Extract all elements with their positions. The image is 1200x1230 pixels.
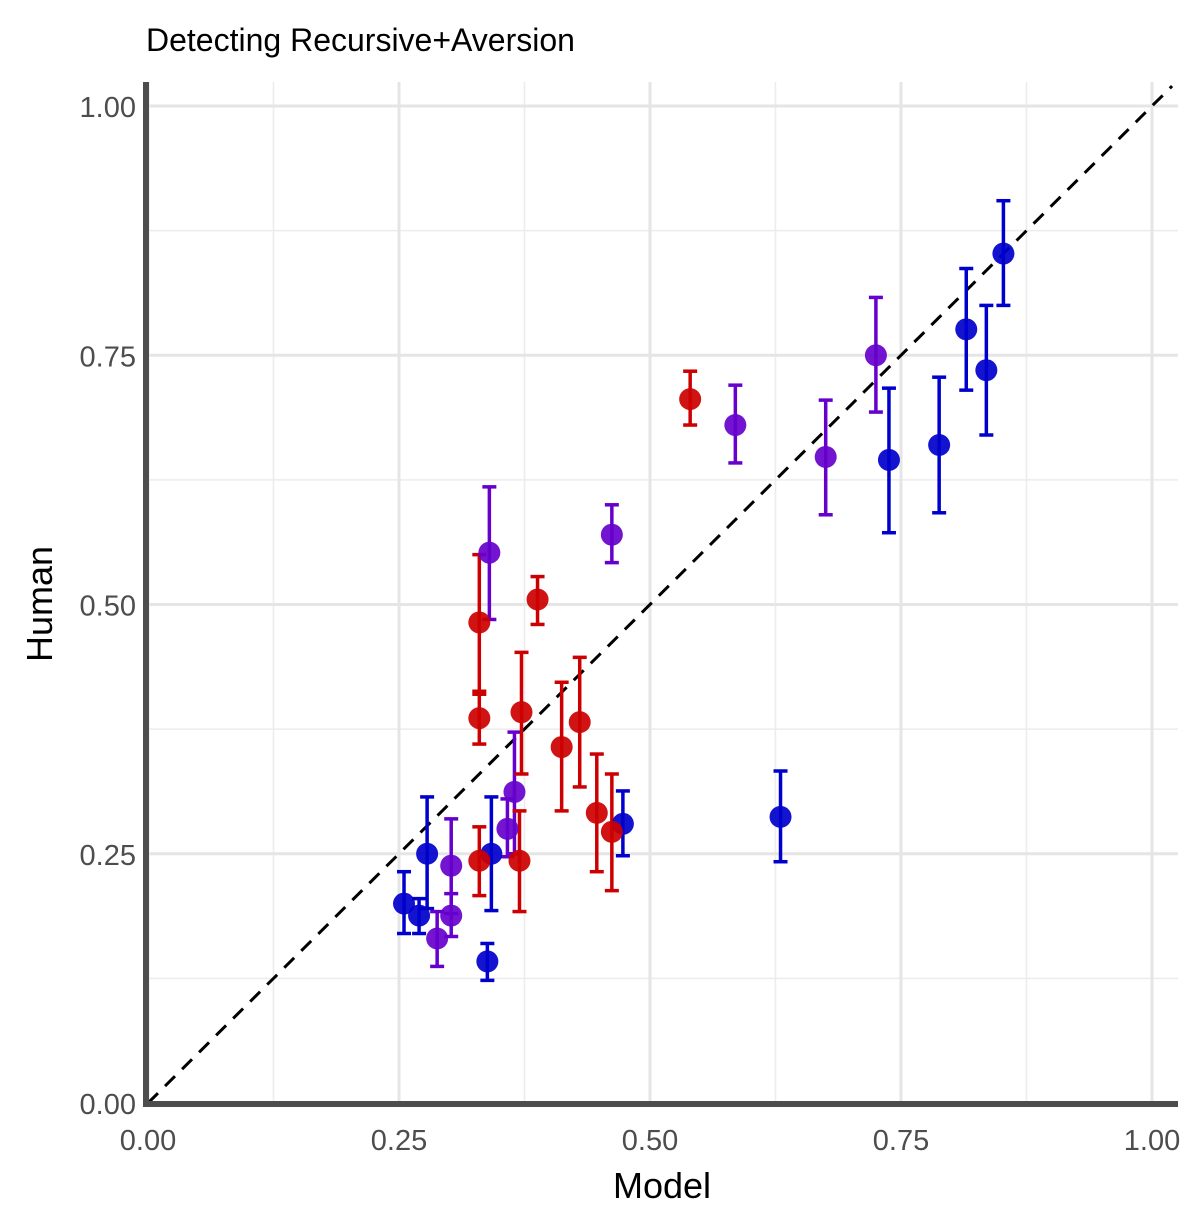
data-point-purple xyxy=(724,414,747,437)
x-tick-label: 0.25 xyxy=(371,1125,427,1157)
x-axis-label: Model xyxy=(613,1165,711,1206)
y-tick-label: 0.25 xyxy=(80,840,136,872)
y-axis-label: Human xyxy=(19,546,60,662)
data-point-blue xyxy=(393,892,416,915)
data-point-blue xyxy=(476,950,499,973)
x-tick-label: 0.00 xyxy=(120,1125,176,1157)
y-tick-label: 0.75 xyxy=(80,341,136,373)
chart-title: Detecting Recursive+Aversion xyxy=(146,22,575,58)
data-point-red xyxy=(510,701,533,724)
data-point-blue xyxy=(416,842,439,865)
data-point-red xyxy=(679,388,702,411)
data-point-blue xyxy=(769,805,792,828)
x-tick-labels: 0.00 0.25 0.50 0.75 1.00 xyxy=(120,1125,1180,1157)
data-point-red xyxy=(508,849,531,872)
data-point-purple xyxy=(814,445,837,468)
x-tick-label: 0.75 xyxy=(873,1125,929,1157)
data-point-red xyxy=(585,801,608,824)
y-tick-label: 0.00 xyxy=(80,1089,136,1121)
data-point-blue xyxy=(928,433,951,456)
data-point-red xyxy=(468,707,491,730)
data-point-purple xyxy=(440,904,463,927)
data-point-purple xyxy=(864,344,887,367)
y-tick-label: 0.50 xyxy=(80,591,136,623)
data-point-blue xyxy=(877,448,900,471)
data-point-purple xyxy=(503,780,526,803)
data-point-purple xyxy=(496,817,519,840)
minor-gridlines xyxy=(148,82,1178,1103)
data-point-purple xyxy=(426,927,449,950)
x-tick-label: 1.00 xyxy=(1124,1125,1180,1157)
data-point-blue xyxy=(408,904,431,927)
y-tick-label: 1.00 xyxy=(80,92,136,124)
data-point-red xyxy=(550,736,573,759)
data-point-purple xyxy=(478,541,501,564)
data-points xyxy=(393,242,1015,973)
data-point-blue xyxy=(975,359,998,382)
data-point-red xyxy=(568,711,591,734)
data-point-red xyxy=(468,849,491,872)
data-point-red xyxy=(526,588,549,611)
data-point-purple xyxy=(600,523,623,546)
data-point-red xyxy=(468,611,491,634)
y-tick-labels: 0.00 0.25 0.50 0.75 1.00 xyxy=(80,92,136,1121)
data-point-purple xyxy=(440,854,463,877)
data-point-blue xyxy=(955,318,978,341)
data-point-red xyxy=(600,820,623,843)
data-point-blue xyxy=(992,242,1015,265)
x-tick-label: 0.50 xyxy=(622,1125,678,1157)
